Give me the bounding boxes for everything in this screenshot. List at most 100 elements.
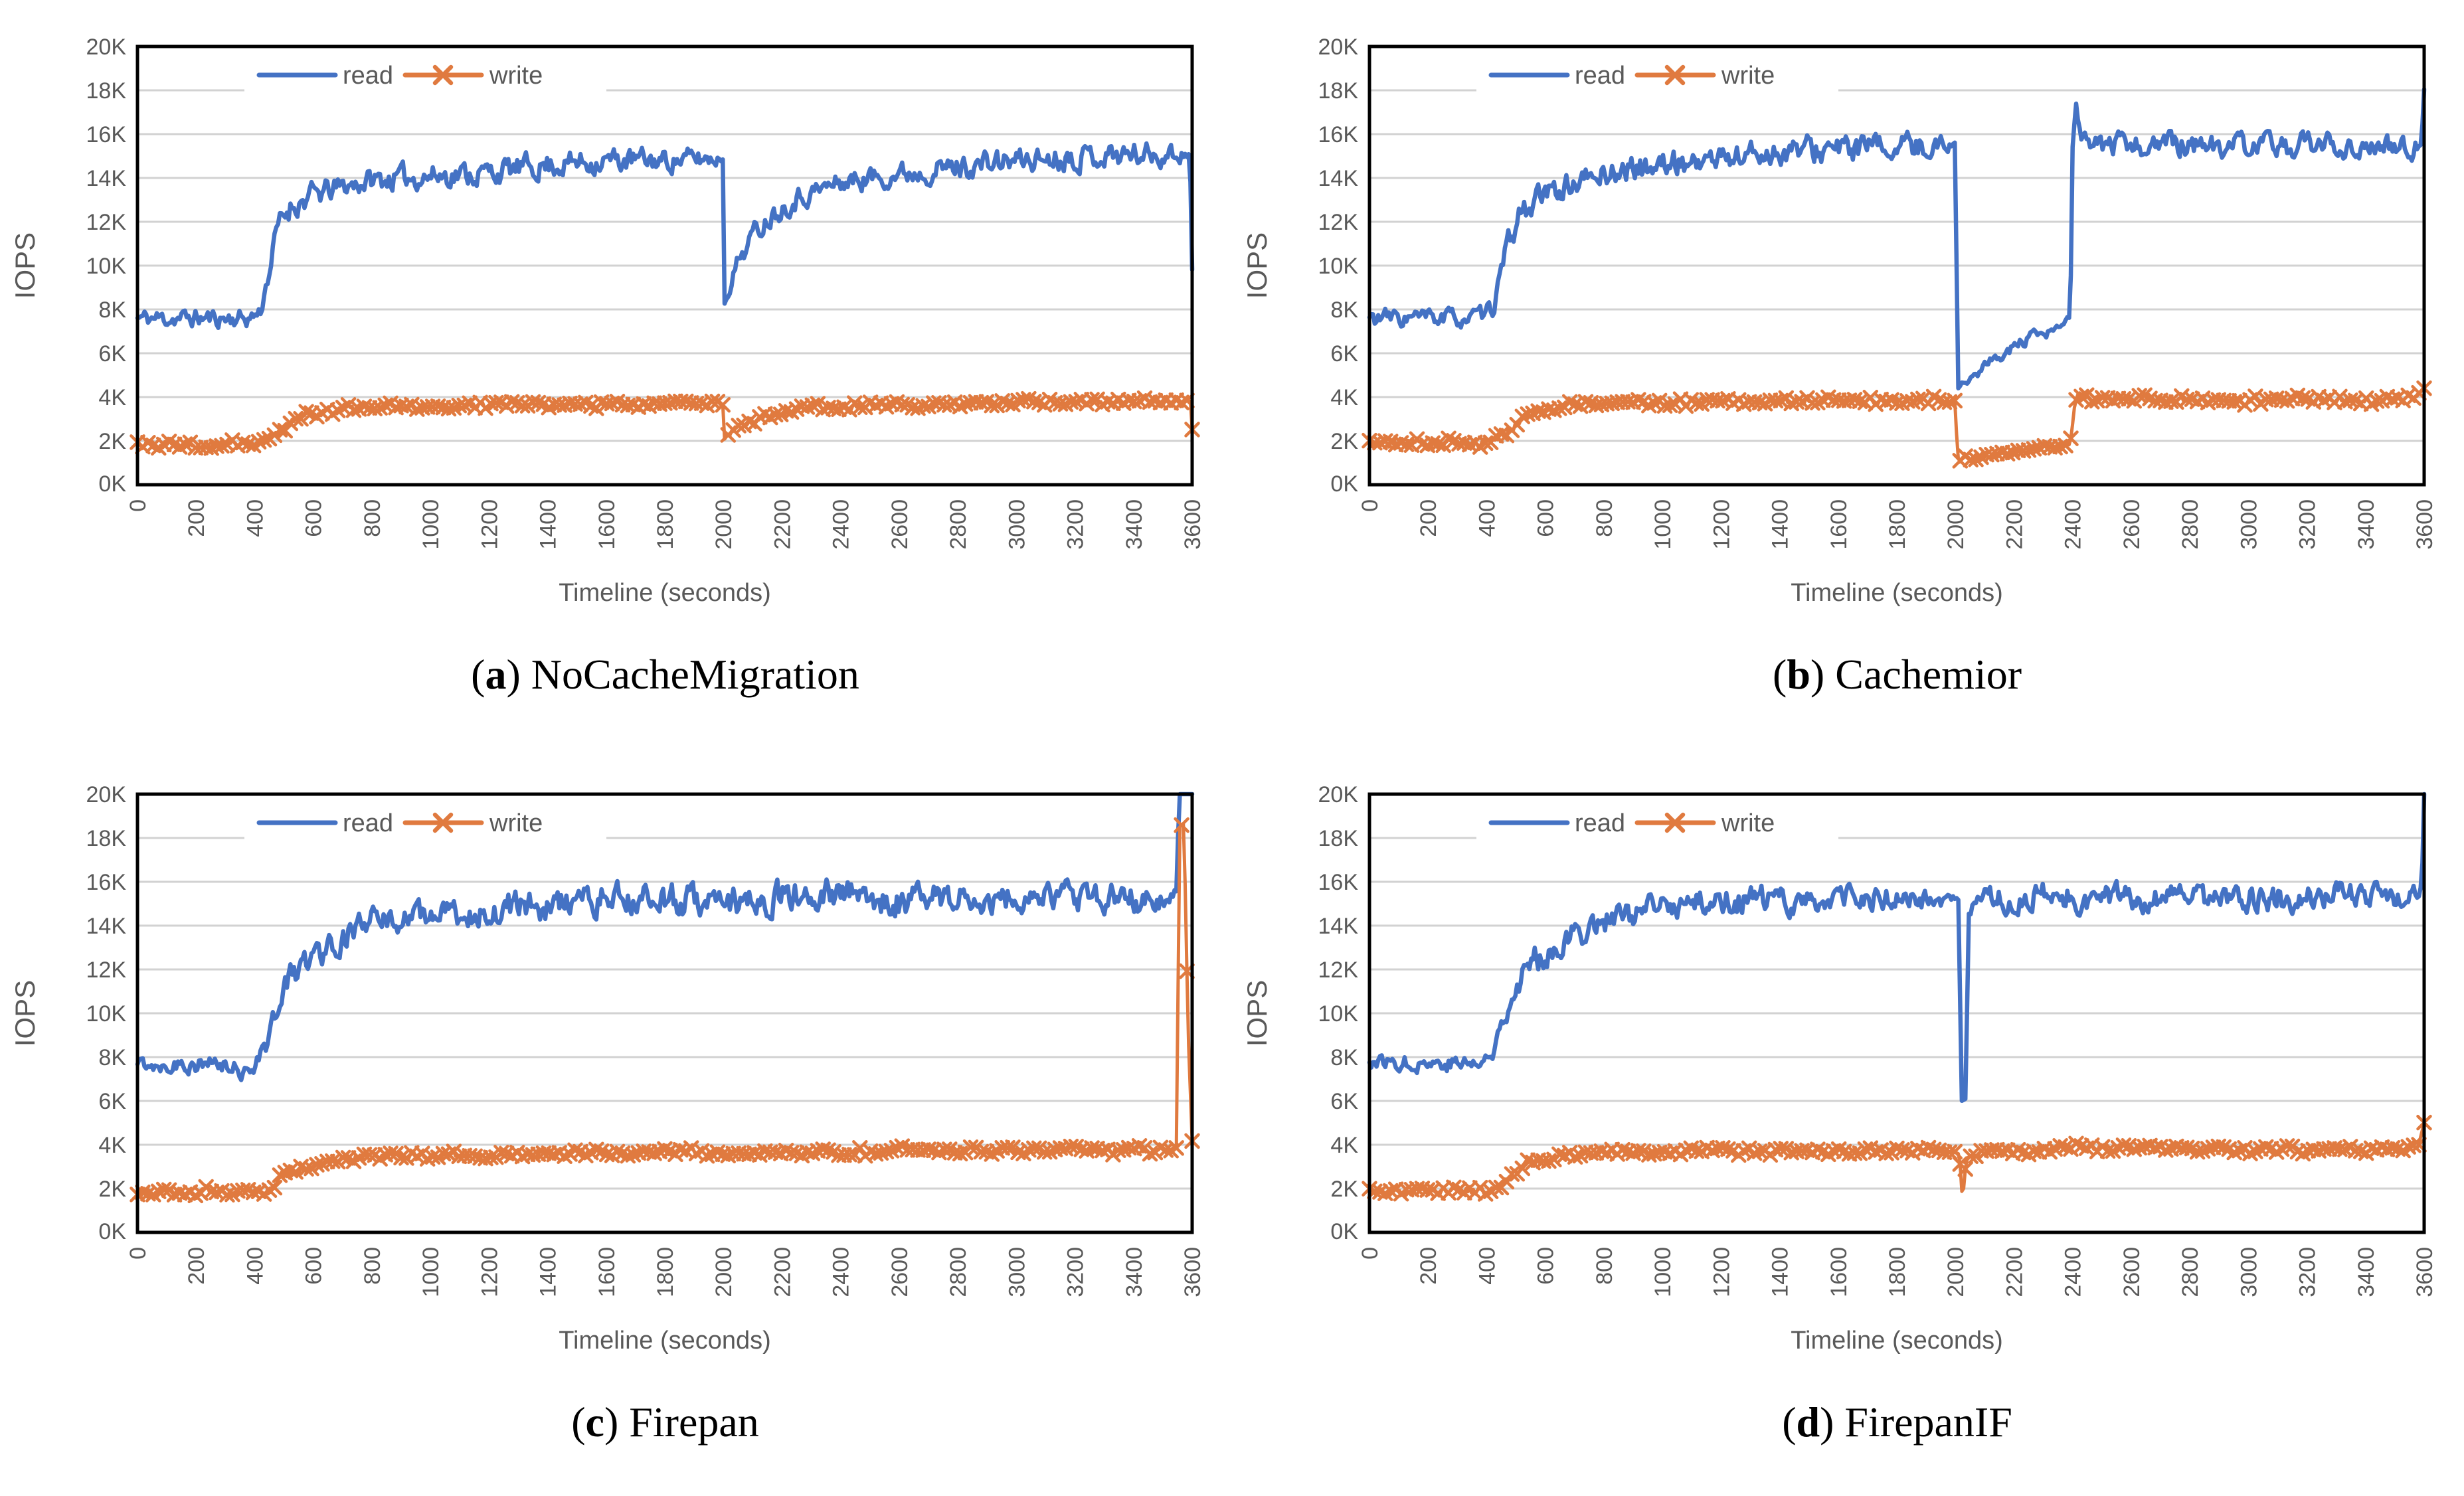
x-axis-title: Timeline (seconds) [559,579,771,607]
x-tick-label: 1400 [536,1247,561,1297]
caption-index: (b) [1773,651,1825,698]
y-tick-label: 18K [86,826,127,851]
x-tick-label: 1200 [477,1247,502,1297]
legend-read-label: read [1575,809,1625,837]
caption-index: (c) [571,1398,619,1446]
y-tick-label: 10K [86,254,127,279]
x-tick-label: 3000 [2236,499,2261,550]
x-tick-label: 2400 [829,499,854,550]
y-tick-label: 4K [98,1133,126,1158]
y-axis-title: IOPS [9,232,41,299]
x-tick-label: 2200 [770,499,795,550]
y-tick-label: 0K [1330,471,1358,497]
x-tick-label: 200 [184,499,209,537]
x-axis-title: Timeline (seconds) [1791,579,2003,607]
legend-write-x-marker [432,812,454,833]
x-tick-label: 3400 [2354,499,2379,550]
legend-write-label: write [489,62,543,90]
gridlines [137,89,1192,442]
chart-a-caption: (a) NoCacheMigration [49,635,1281,714]
legend: read write [1476,56,1838,94]
gridlines [1369,89,2424,442]
x-tick-label: 1800 [653,499,678,550]
y-tick-label: 16K [86,870,127,895]
y-axis-title: IOPS [1241,232,1273,299]
caption-index: (a) [471,651,521,698]
write-markers [1362,380,2432,469]
chart-d: 0K 2K 4K 6K 8K 10K 12K 14K 16K 18K 20K 0 200 400 600 80… [1232,748,2464,1496]
x-tick-label: 600 [1534,499,1559,537]
x-tick-label: 2400 [2061,1247,2086,1297]
read-line [135,141,1195,331]
x-axis-tick-labels: 0 200 400 600 800 1000 1200 1400 1600 1800 2000 220… [1358,499,2437,550]
y-axis-title: IOPS [9,980,41,1046]
chart-d-caption: (d) FirepanIF [1281,1382,2464,1462]
x-tick-label: 2600 [887,1247,913,1297]
x-tick-label: 800 [1592,1247,1617,1285]
x-tick-label: 0 [1358,499,1383,512]
chart-b: 0K 2K 4K 6K 8K 10K 12K 14K 16K 18K 20K 0 200 400 600 80… [1232,0,2464,748]
x-tick-label: 0 [1358,1247,1383,1260]
x-tick-label: 3400 [2354,1247,2379,1297]
read-line [1367,87,2427,391]
x-tick-label: 1000 [1650,499,1676,550]
y-tick-label: 0K [1330,1219,1358,1244]
caption-name: Firepan [629,1398,759,1446]
x-tick-label: 1600 [1826,499,1852,550]
x-tick-label: 2200 [770,1247,795,1297]
x-tick-label: 2600 [2119,499,2145,550]
x-axis-tick-labels: 0 200 400 600 800 1000 1200 1400 1600 1800 2000 220… [126,1247,1205,1297]
x-tick-label: 400 [242,499,268,537]
x-tick-label: 2000 [711,1247,737,1297]
x-tick-label: 2000 [711,499,737,550]
legend-read-label: read [1575,62,1625,90]
x-tick-label: 2200 [2002,499,2027,550]
x-tick-label: 600 [302,499,327,537]
legend-write-x-marker [1664,812,1686,833]
x-tick-label: 1200 [1709,1247,1734,1297]
x-tick-label: 3200 [1063,499,1089,550]
legend-read-label: read [343,62,393,90]
plot-border [1367,44,2426,487]
x-tick-label: 2600 [2119,1247,2145,1297]
x-tick-label: 1200 [1709,499,1734,550]
x-tick-label: 3400 [1122,1247,1147,1297]
x-tick-label: 3200 [1063,1247,1089,1297]
y-tick-label: 4K [1330,1133,1358,1158]
y-tick-label: 20K [1318,35,1359,60]
x-tick-label: 400 [1474,499,1500,537]
x-tick-label: 1200 [477,499,502,550]
legend-write-label: write [1721,809,1775,837]
x-tick-label: 2000 [1943,1247,1969,1297]
y-tick-label: 6K [1330,341,1358,367]
y-axis-tick-labels: 0K 2K 4K 6K 8K 10K 12K 14K 16K 18K 20K [86,35,127,497]
x-tick-label: 400 [1474,1247,1500,1285]
x-tick-label: 600 [1534,1247,1559,1285]
x-tick-label: 0 [126,499,151,512]
y-tick-label: 0K [98,471,126,497]
x-tick-label: 1600 [594,499,620,550]
y-axis-tick-labels: 0K 2K 4K 6K 8K 10K 12K 14K 16K 18K 20K [1318,35,1359,497]
chart-d-canvas: 0K 2K 4K 6K 8K 10K 12K 14K 16K 18K 20K 0 200 400 600 80… [1241,782,2437,1355]
caption-name: FirepanIF [1844,1398,2012,1446]
x-tick-label: 200 [1416,499,1441,537]
legend: read write [244,56,606,94]
x-tick-label: 0 [126,1247,151,1260]
x-axis-tick-labels: 0 200 400 600 800 1000 1200 1400 1600 1800 2000 220… [126,499,1205,550]
chart-b-canvas: 0K 2K 4K 6K 8K 10K 12K 14K 16K 18K 20K 0 200 400 600 80… [1241,35,2437,607]
x-tick-label: 1400 [1768,1247,1793,1297]
x-tick-label: 1800 [1885,1247,1910,1297]
y-tick-label: 10K [1318,254,1359,279]
y-tick-label: 12K [1318,957,1359,983]
x-tick-label: 1000 [418,499,444,550]
y-tick-label: 8K [1330,297,1358,323]
caption-name: Cachemior [1835,651,2022,698]
x-tick-label: 2800 [946,1247,971,1297]
x-tick-label: 2200 [2002,1247,2027,1297]
x-tick-label: 1600 [1826,1247,1852,1297]
y-tick-label: 2K [98,429,126,454]
y-tick-label: 18K [1318,78,1359,104]
x-tick-label: 3400 [1122,499,1147,550]
x-tick-label: 1000 [418,1247,444,1297]
